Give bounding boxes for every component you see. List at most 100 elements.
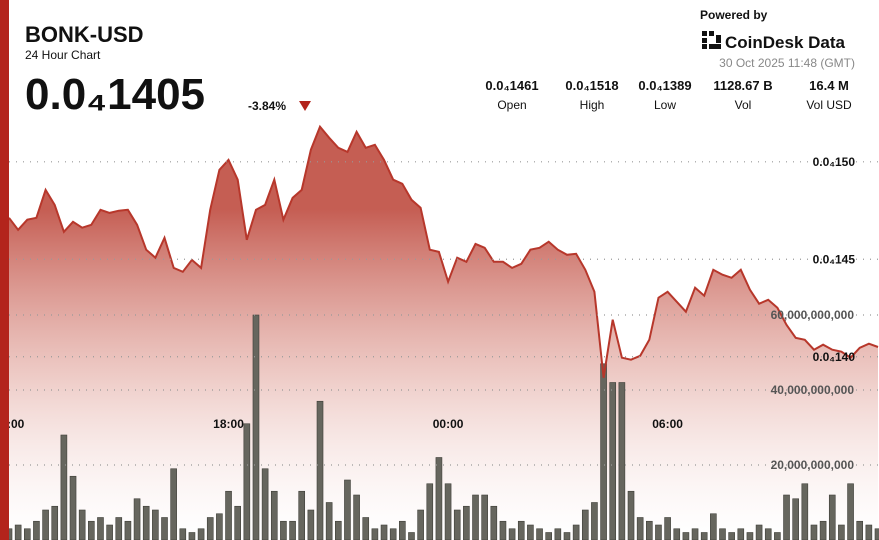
volume-bar <box>206 517 214 540</box>
down-arrow <box>299 101 311 111</box>
volume-bar <box>23 528 31 540</box>
y-tick-label: 0.0₄150 <box>813 155 856 169</box>
stat-label: Vol USD <box>806 98 852 112</box>
volume-bar <box>243 423 251 540</box>
volume-bar <box>197 528 205 540</box>
y2-tick-label: 20,000,000,000 <box>771 458 855 472</box>
stat-value: 16.4 M <box>809 78 849 93</box>
volume-bar <box>728 532 735 540</box>
volume-bar <box>865 524 873 540</box>
volume-bar <box>389 528 397 540</box>
volume-bar <box>97 517 104 540</box>
stat-label: High <box>580 98 605 112</box>
volume-bar <box>60 434 68 540</box>
volume-bar <box>188 532 196 540</box>
volume-bar <box>609 382 617 540</box>
volume-bar <box>847 483 854 540</box>
brand-logo <box>702 31 721 49</box>
volume-bar <box>536 528 543 540</box>
stat-label: Open <box>497 98 526 112</box>
volume-bar <box>646 520 653 540</box>
accent-bar <box>0 0 9 540</box>
volume-bar <box>380 524 388 540</box>
volume-bar <box>216 513 223 540</box>
volume-bar <box>307 509 315 540</box>
volume-bar <box>856 520 864 540</box>
volume-bar <box>115 517 123 540</box>
volume-bar <box>691 528 699 540</box>
volume-bar <box>746 532 754 540</box>
stat-value: 0.0₄1518 <box>565 78 618 93</box>
volume-bar <box>399 520 406 540</box>
volume-bar <box>289 520 296 540</box>
volume-bar <box>88 520 95 540</box>
volume-bar <box>755 524 763 540</box>
volume-bar <box>325 502 333 540</box>
stat-value: 1128.67 B <box>713 78 772 93</box>
stat-label: Low <box>654 98 676 112</box>
volume-bar <box>783 494 790 540</box>
volume-bar <box>737 528 745 540</box>
volume-bar <box>179 528 187 540</box>
volume-bar <box>636 517 644 540</box>
volume-bar <box>700 532 708 540</box>
plot-area: 0.0₄150 0.0₄145 0.0₄140 20,000,000,000 40,00… <box>0 124 879 540</box>
volume-bar <box>874 528 879 540</box>
volume-bar <box>51 505 59 540</box>
volume-bar <box>682 532 690 540</box>
stat-value: 0.0₄1389 <box>638 78 691 93</box>
volume-bar <box>499 520 507 540</box>
volume-bar <box>298 490 306 540</box>
volume-bar <box>353 494 360 540</box>
volume-bar <box>161 517 168 540</box>
volume-bar <box>14 524 22 540</box>
price-line <box>8 124 879 378</box>
volume-bar <box>774 532 781 540</box>
volume-bar <box>838 524 845 540</box>
volume-bar <box>463 505 470 540</box>
volume-bar <box>453 509 461 540</box>
volume-bar <box>792 498 799 540</box>
powered-by: Powered by <box>700 8 768 22</box>
volume-bar <box>426 483 434 540</box>
x-tick-label: 00:00 <box>433 417 464 431</box>
volume-bar <box>517 520 525 540</box>
volume-bar <box>335 520 342 540</box>
volume-bar <box>133 498 141 540</box>
volume-bar <box>252 314 260 540</box>
volume-bar <box>408 532 415 540</box>
volume-bar <box>316 400 324 540</box>
volume-bar <box>435 457 443 540</box>
volume-bar <box>225 490 232 540</box>
volume-bar <box>554 528 562 540</box>
volume-bar <box>481 494 488 540</box>
volume-bar <box>490 505 498 540</box>
stats: 0.0₄1461 Open 0.0₄1518 High 0.0₄1389 Low 1128.… <box>485 78 852 112</box>
brand: CoinDesk Data <box>725 33 846 52</box>
volume-bar <box>719 528 726 540</box>
volume-bar <box>417 509 424 540</box>
volume-bar <box>508 528 516 540</box>
volume-bar <box>280 520 287 540</box>
volume-bar <box>801 483 809 540</box>
volume-bar <box>527 524 534 540</box>
volume-bar <box>78 509 86 540</box>
price-area <box>9 126 878 540</box>
volume-bar <box>69 475 77 540</box>
timestamp: 30 Oct 2025 11:48 (GMT) <box>719 56 855 70</box>
volume-bar <box>664 517 671 540</box>
volume-bar <box>618 382 626 540</box>
chart-subtitle: 24 Hour Chart <box>25 48 101 62</box>
volume-bar <box>344 479 351 540</box>
volume-bar <box>234 505 241 540</box>
volume-bar <box>581 509 589 540</box>
volume-bar <box>545 532 552 540</box>
price-change: -3.84% <box>248 99 286 113</box>
volume-bar <box>572 524 580 540</box>
volume-bar <box>828 494 836 540</box>
y2-tick-label: 40,000,000,000 <box>771 383 855 397</box>
volume-bar <box>106 524 113 540</box>
volume-bar <box>472 494 479 540</box>
